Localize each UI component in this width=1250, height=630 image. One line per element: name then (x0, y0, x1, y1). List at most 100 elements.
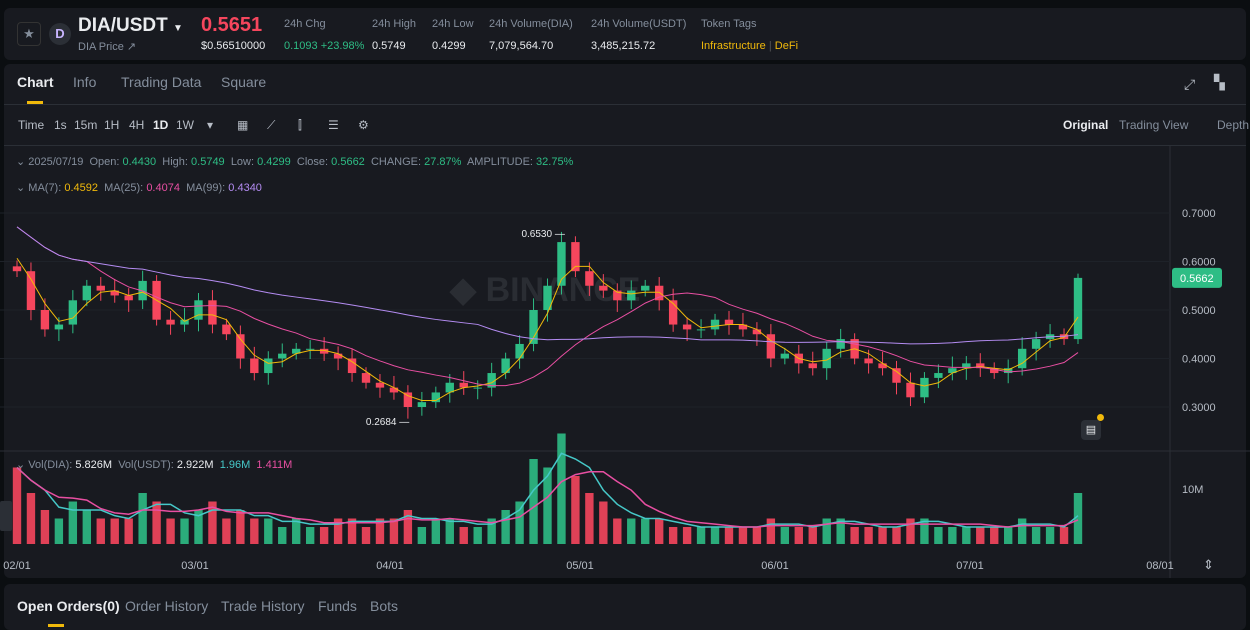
ma99-line (16, 226, 1079, 345)
volume-tick: 10M (1182, 484, 1203, 496)
volume-bar (557, 433, 566, 544)
volume-bar (766, 518, 776, 544)
tab-trade-history[interactable]: Trade History (221, 598, 305, 614)
price-tick: 0.6000 (1182, 257, 1216, 269)
volume-bar (599, 501, 608, 544)
candle (529, 298, 538, 352)
ma7-line (16, 257, 1079, 402)
layout-grid-icon[interactable]: ▚ (1214, 74, 1225, 90)
price-link[interactable]: DIA Price ↗ (78, 41, 137, 53)
volume-bar (794, 527, 803, 544)
volume-bar (152, 501, 161, 544)
interval-time[interactable]: Time (18, 118, 45, 132)
candle (836, 328, 845, 358)
candle (668, 288, 678, 332)
drawing-tools-icon[interactable]: ☰ (328, 118, 339, 132)
volume-bar (1045, 527, 1055, 544)
candle (278, 343, 287, 368)
volume-bar (166, 518, 175, 544)
volume-bar (543, 467, 552, 544)
dropdown-caret-icon[interactable]: ▾ (207, 118, 214, 132)
volume-bar (976, 527, 985, 544)
tag-link[interactable]: Infrastructure (701, 40, 766, 52)
interval-1w[interactable]: 1W (176, 118, 194, 132)
volume-bar (780, 527, 790, 544)
tab-chart[interactable]: Chart (17, 74, 54, 90)
volume-bar (319, 527, 329, 544)
candle (808, 351, 817, 376)
volume-bar (361, 527, 371, 544)
favorite-star-icon[interactable]: ★ (17, 22, 41, 46)
candle-type-icon[interactable]: ⫿ (298, 118, 302, 132)
last-price-tag-text: 0.5662 (1180, 273, 1214, 285)
ohlc-legend: ⌄ 2025/07/19 Open: 0.4430 High: 0.5749 L… (16, 156, 574, 168)
settings-gear-icon[interactable]: ⚙ (358, 118, 369, 132)
volume-bar (529, 459, 538, 544)
symbol-selector[interactable]: DIA/USDT ▼ (78, 15, 183, 37)
min-price-label: 0.2684 — (366, 417, 409, 428)
candle (780, 347, 790, 365)
candle (40, 298, 50, 337)
date-tick: 05/01 (566, 560, 594, 572)
candle (585, 262, 594, 296)
date-tick: 02/01 (3, 560, 31, 572)
interval-15m[interactable]: 15m (74, 118, 98, 132)
stat-value: 0.1093 +23.98% (284, 40, 365, 52)
view-original[interactable]: Original (1063, 118, 1109, 132)
tab-square[interactable]: Square (221, 74, 267, 90)
expand-handle[interactable] (0, 501, 12, 531)
tab-open-orders[interactable]: Open Orders(0) (17, 598, 120, 614)
tab-funds[interactable]: Funds (318, 598, 357, 614)
scale-reset-icon[interactable]: ⇕ (1203, 557, 1214, 572)
divider (4, 104, 1246, 105)
volume-bar (710, 527, 720, 544)
volume-bar (990, 527, 999, 544)
volume-bar (250, 518, 259, 544)
volume-bar (752, 527, 762, 544)
volume-bar (54, 518, 64, 544)
view-depth[interactable]: Depth (1217, 118, 1250, 132)
price-tick: 0.4000 (1182, 354, 1216, 366)
calendar-icon[interactable]: ▦ (237, 118, 249, 132)
interval-1d[interactable]: 1D (153, 118, 169, 132)
volume-bar (473, 527, 482, 544)
indicator-icon[interactable]: ⟋ (267, 118, 276, 132)
candle (445, 374, 454, 403)
volume-bar (962, 527, 971, 544)
candle (1017, 337, 1027, 376)
tab-order-history[interactable]: Order History (125, 598, 209, 614)
stat-value: 7,079,564.70 (489, 40, 554, 52)
volume-bar (278, 527, 287, 544)
interval-1s[interactable]: 1s (54, 118, 67, 132)
tab-trading-data[interactable]: Trading Data (121, 74, 202, 90)
volume-bar (445, 518, 454, 544)
candle (82, 279, 91, 307)
candle (236, 325, 245, 369)
tab-bots[interactable]: Bots (370, 598, 399, 614)
interval-4h[interactable]: 4H (129, 118, 145, 132)
candle (822, 341, 831, 380)
view-trading-view[interactable]: Trading View (1119, 118, 1189, 132)
volume-ma-line-2 (16, 466, 1079, 528)
fullscreen-icon[interactable]: ⤢ (1184, 76, 1196, 92)
candle (571, 236, 580, 278)
volume-bar (292, 518, 301, 544)
volume-bar (836, 518, 845, 544)
tag-separator: | (768, 40, 772, 52)
volume-bar (1073, 493, 1083, 544)
alert-note-icon[interactable]: ▤ (1081, 420, 1101, 440)
token-tags-label: Token Tags (701, 18, 757, 30)
tab-info[interactable]: Info (73, 74, 97, 90)
volume-bar (180, 518, 189, 544)
tag-link[interactable]: DeFi (774, 40, 799, 52)
active-tab-indicator (48, 624, 64, 627)
volume-bar (375, 518, 385, 544)
candle (12, 260, 22, 278)
volume-bar (487, 518, 496, 544)
interval-1h[interactable]: 1H (104, 118, 120, 132)
volume-bar (1031, 527, 1041, 544)
candle (1045, 324, 1055, 348)
volume-bar (696, 527, 706, 544)
candle (459, 371, 468, 395)
